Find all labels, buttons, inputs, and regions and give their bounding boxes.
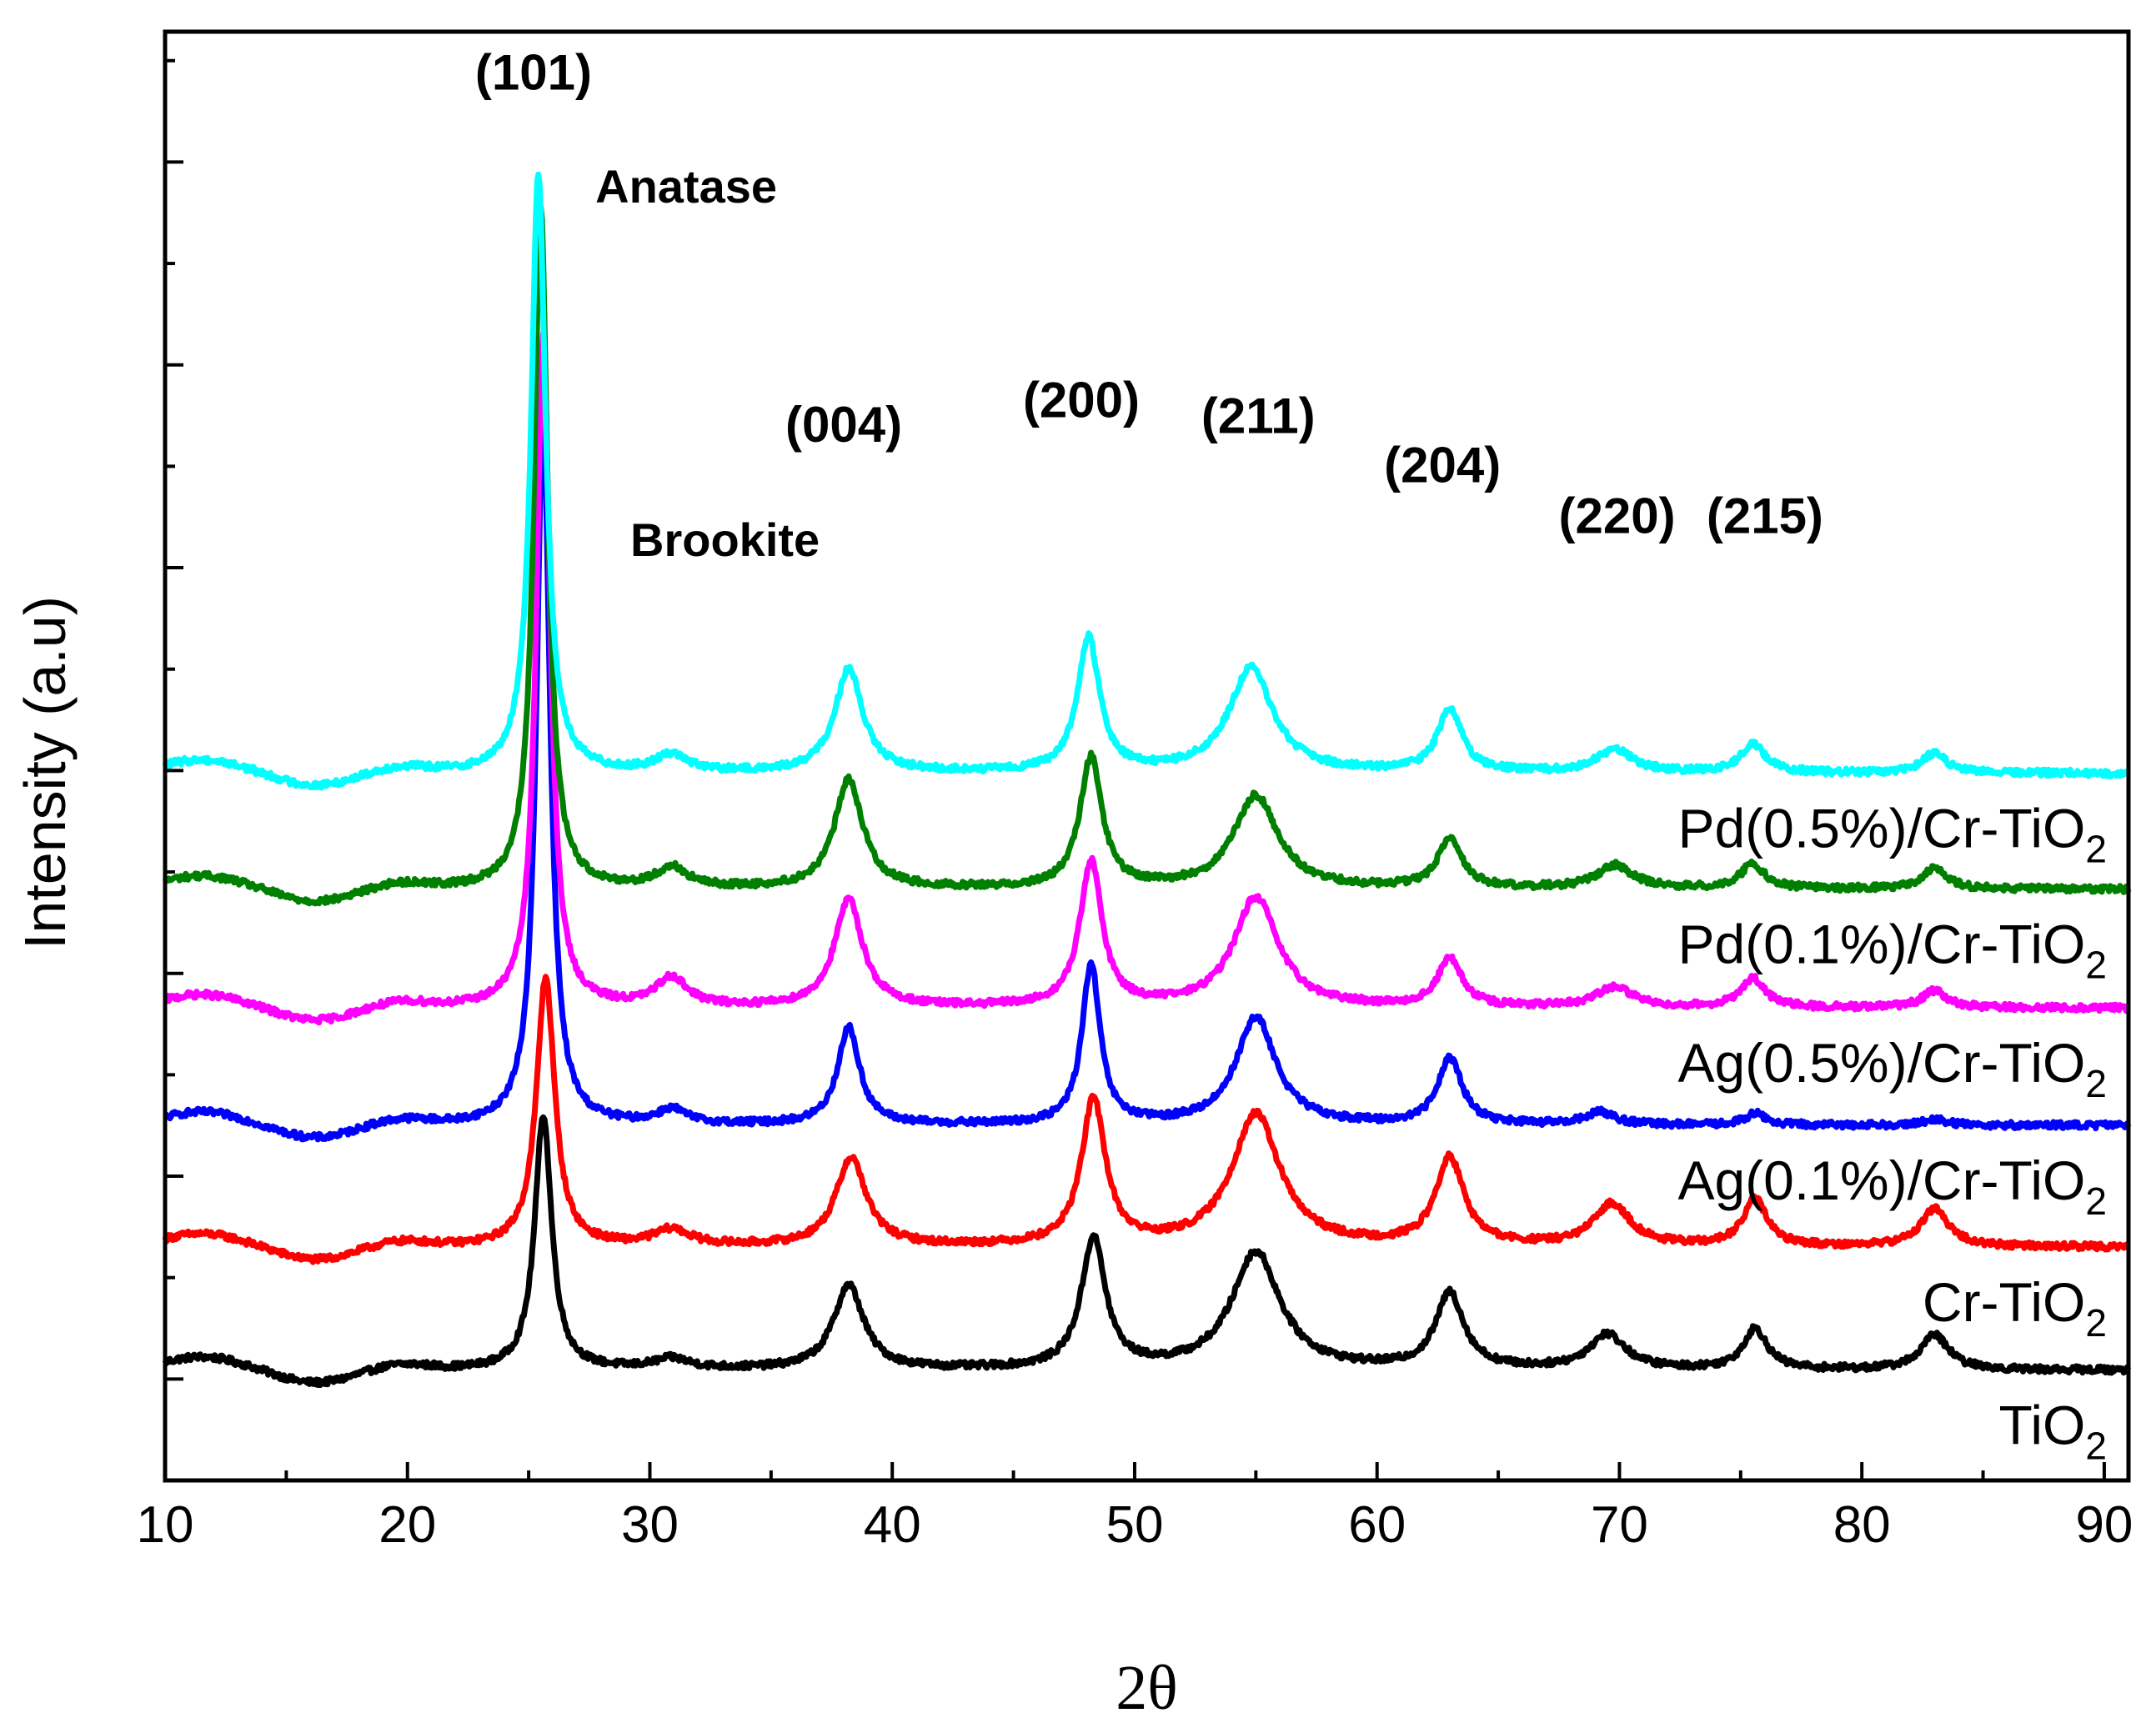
x-tick-label: 30: [621, 1496, 679, 1554]
x-tick-label: 60: [1348, 1496, 1406, 1554]
series-label: Ag(0.1%)/Cr-TiO2: [1677, 1149, 2107, 1223]
peak-annotation: (211): [1201, 388, 1316, 443]
series-line: [163, 410, 2132, 1143]
peak-annotation: (215): [1707, 488, 1823, 543]
series-line: [162, 171, 2131, 791]
peak-annotation: (004): [785, 397, 902, 453]
x-axis-title: 2θ: [1116, 1653, 1177, 1723]
x-tick-label: 20: [379, 1496, 436, 1554]
series-line: [163, 329, 2130, 1026]
ticks-layer: 10 20 30 40 50 60 70 80 90: [137, 58, 2133, 1554]
series-label: Ag(0.5%)/Cr-TiO2: [1677, 1032, 2107, 1105]
y-axis-title: Intensity (a.u): [13, 596, 78, 949]
series-line: [162, 1114, 2132, 1389]
x-tick-label: 10: [137, 1496, 194, 1554]
phase-annotation: Anatase: [595, 160, 777, 213]
series-label: Pd(0.5%)/Cr-TiO2: [1677, 797, 2107, 870]
phase-annotation: Brookite: [630, 513, 820, 566]
series-layer: [162, 171, 2132, 1389]
series-line: [162, 974, 2130, 1265]
x-tick-label: 70: [1591, 1496, 1648, 1554]
plot-frame: [163, 29, 2131, 1483]
x-tick-label: 80: [1833, 1496, 1891, 1554]
series-line: [162, 203, 2132, 907]
series-label: Cr-TiO2: [1923, 1271, 2107, 1345]
series-label: TiO2: [1999, 1395, 2107, 1468]
peak-annotation: (220): [1558, 488, 1675, 543]
series-label: Pd(0.1%)/Cr-TiO2: [1677, 914, 2107, 987]
peak-annotation: (204): [1384, 438, 1501, 493]
peak-annotation: (101): [475, 45, 592, 101]
x-tick-label: 50: [1106, 1496, 1163, 1554]
peak-annotation: (200): [1023, 372, 1140, 428]
x-tick-label: 90: [2075, 1496, 2133, 1554]
x-tick-label: 40: [864, 1496, 921, 1554]
labels-layer: TiO2 Cr-TiO2 Ag(0.1%)/Cr-TiO2 Ag(0.5%)/Cr-T…: [475, 45, 2107, 1468]
